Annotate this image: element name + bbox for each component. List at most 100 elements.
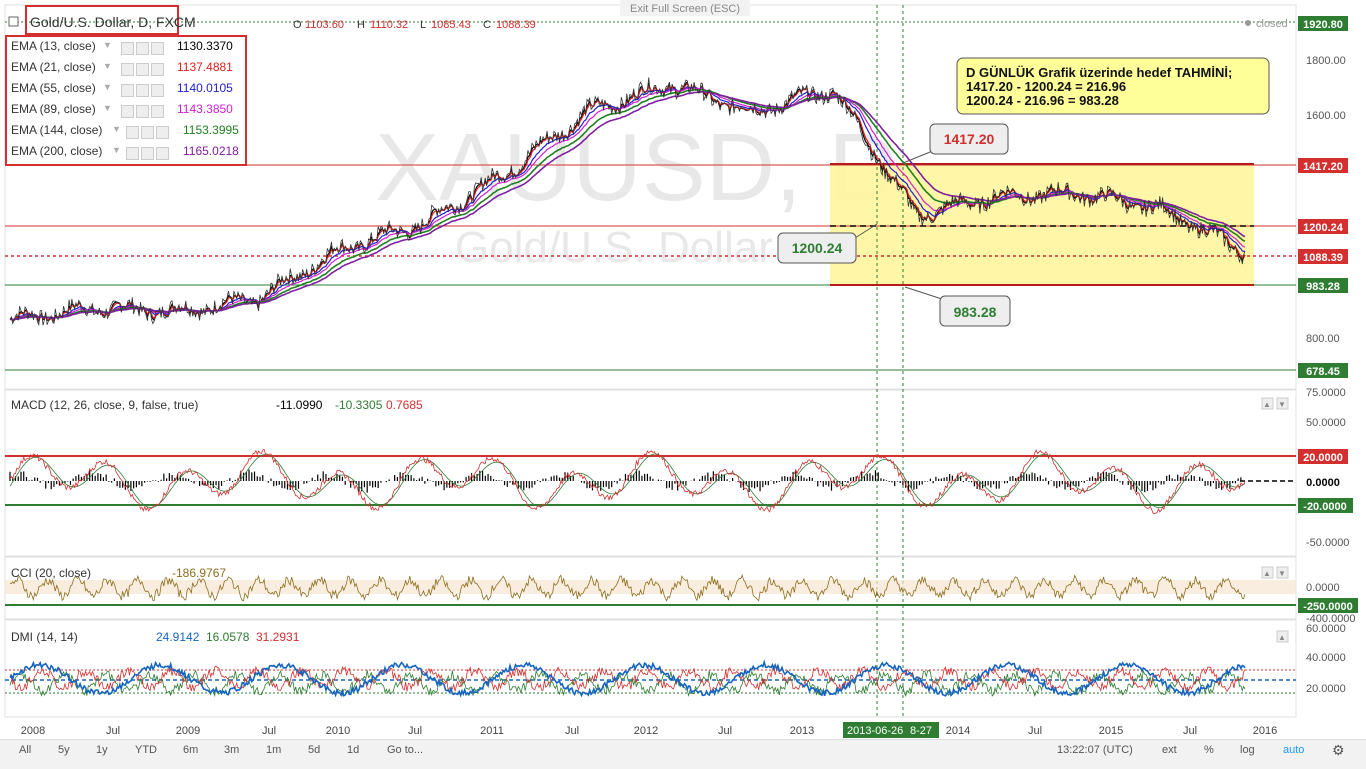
ohlc-l: 1085.43 (431, 19, 471, 31)
bottom-toolbar (0, 739, 1366, 769)
exit-fullscreen-button[interactable] (620, 0, 750, 16)
pane-arrow-down-icon[interactable]: ▼ (1276, 566, 1289, 579)
ema-controls-icon[interactable] (124, 125, 169, 140)
time-axis[interactable]: 2008 Jul 2009 Jul 2010 Jul 2011 Jul 2012 Jul 2013 2… (21, 725, 1277, 737)
price-badge-last: 1088.39 (1298, 249, 1348, 264)
dmi-tick: 20.0000 (1306, 683, 1346, 695)
range-button[interactable]: 1m (266, 744, 282, 756)
svg-text:-250.0000: -250.0000 (1303, 601, 1353, 613)
ema-controls-icon[interactable] (119, 62, 164, 77)
ema-label: EMA (55, close) (11, 81, 96, 95)
chevron-down-icon[interactable]: ▼ (103, 61, 112, 71)
range-button[interactable]: 3m (224, 744, 240, 756)
adx-line (9, 659, 1246, 698)
callout-high: 1417.20 (902, 123, 1009, 164)
callout-high-text: 1417.20 (944, 131, 995, 147)
ema-label: EMA (89, close) (11, 102, 96, 116)
annotation-line-2: 1417.20 - 1200.24 = 216.96 (966, 79, 1126, 94)
price-tick: 1600.00 (1306, 110, 1346, 122)
time-tick: 2008 (21, 725, 45, 737)
ema-legend-row[interactable]: EMA (89, close) ▼ 1143.3850 (11, 102, 243, 120)
range-button[interactable]: All (19, 744, 32, 756)
macd-pane[interactable] (4, 389, 1297, 557)
ema-label: EMA (13, close) (11, 39, 96, 53)
cursor-date-2: 8-27 (910, 725, 932, 737)
pane-arrow-up-icon[interactable]: ▲ (1261, 397, 1274, 410)
cci-series (9, 573, 1246, 602)
time-tick: 2011 (480, 725, 504, 737)
macd-value-1: -11.0990 (276, 398, 323, 412)
cci-tick: -400.0000 (1306, 613, 1356, 625)
pane-arrow-down-icon[interactable]: ▼ (1276, 397, 1289, 410)
macd-label[interactable]: MACD (12, 26, close, 9, false, true) (11, 398, 198, 412)
macd-line (9, 448, 1246, 515)
macd-badge-lower: -20.0000 (1298, 498, 1353, 513)
price-tick: 800.00 (1306, 333, 1340, 345)
chevron-down-icon[interactable]: ▼ (103, 82, 112, 92)
chevron-down-icon[interactable]: ▼ (112, 145, 121, 155)
ema-label: EMA (200, close) (11, 144, 103, 158)
dmi-minus-line (9, 669, 1246, 698)
time-tick: Jul (1028, 725, 1042, 737)
macd-tick: 75.0000 (1306, 387, 1346, 399)
svg-text:20.0000: 20.0000 (1303, 452, 1343, 464)
range-button[interactable]: YTD (135, 744, 157, 756)
time-tick: 2012 (634, 725, 658, 737)
dmi-plus-line (9, 665, 1246, 694)
range-button[interactable]: 5d (308, 744, 321, 756)
auto-toggle[interactable]: auto (1283, 744, 1305, 756)
ema-legend-row[interactable]: EMA (13, close) ▼ 1130.3370 (11, 39, 243, 57)
svg-text:1920.80: 1920.80 (1303, 19, 1343, 31)
cursor-date-badge: 2013-06-26 8-27 (843, 722, 939, 738)
time-tick: 2014 (946, 725, 970, 737)
time-tick: Jul (718, 725, 732, 737)
svg-text:▼: ▼ (1278, 569, 1286, 578)
chevron-down-icon[interactable]: ▼ (103, 40, 112, 50)
dmi-series (9, 659, 1246, 698)
chart-canvas[interactable]: XAUUSD, D Gold/U.S. Dollar 1417.20 1200.… (0, 0, 1366, 740)
range-button[interactable]: 6m (183, 744, 199, 756)
range-button[interactable]: 1y (96, 744, 108, 756)
svg-text:678.45: 678.45 (1306, 366, 1340, 378)
settings-gear-icon[interactable]: ⚙ (1332, 742, 1345, 758)
macd-value-3: 0.7685 (386, 398, 423, 412)
log-toggle[interactable]: log (1240, 744, 1255, 756)
ema-legend-row[interactable]: EMA (21, close) ▼ 1137.4881 (11, 60, 243, 78)
ext-toggle[interactable]: ext (1162, 744, 1177, 756)
ema-legend-row[interactable]: EMA (200, close) ▼ 1165.0218 (11, 144, 243, 162)
callout-target: 983.28 (904, 286, 1011, 327)
symbol-title[interactable]: Gold/U.S. Dollar, D, FXCM (30, 14, 196, 30)
macd-series (9, 448, 1246, 515)
range-button[interactable]: 1d (347, 744, 360, 756)
pane-arrow-up-icon[interactable]: ▲ (1276, 630, 1289, 643)
dmi-value-2: 16.0578 (206, 630, 250, 644)
ema-legend-row[interactable]: EMA (144, close) ▼ 1153.3995 (11, 123, 243, 141)
cci-label[interactable]: CCI (20, close) (11, 566, 91, 580)
ema-controls-icon[interactable] (119, 83, 164, 98)
dmi-value-3: 31.2931 (256, 630, 300, 644)
time-tick: 2009 (176, 725, 200, 737)
pane-arrow-up-icon[interactable]: ▲ (1261, 566, 1274, 579)
ema-legend-row[interactable]: EMA (55, close) ▼ 1140.0105 (11, 81, 243, 99)
dmi-tick: 60.0000 (1306, 623, 1346, 635)
collapse-icon[interactable] (8, 16, 19, 27)
dmi-value-1: 24.9142 (156, 630, 200, 644)
dmi-label[interactable]: DMI (14, 14) (11, 630, 78, 644)
range-button[interactable]: 5y (58, 744, 70, 756)
exit-fullscreen-label[interactable]: Exit Full Screen (ESC) (630, 3, 740, 15)
price-tick: 1800.00 (1306, 55, 1346, 67)
ema-value: 1130.3370 (177, 39, 233, 53)
ohlc-l-label: L (420, 19, 426, 31)
forecast-annotation: D GÜNLÜK Grafik üzerinde hedef TAHMİNİ; … (956, 57, 1270, 115)
chevron-down-icon[interactable]: ▼ (103, 103, 112, 113)
price-badge-min: 678.45 (1298, 363, 1348, 378)
ema-label: EMA (144, close) (11, 123, 103, 137)
percent-toggle[interactable]: % (1204, 744, 1214, 756)
goto-button[interactable]: Go to... (387, 744, 424, 756)
dmi-tick: 40.0000 (1306, 652, 1346, 664)
ema-controls-icon[interactable] (124, 146, 169, 161)
ema-controls-icon[interactable] (119, 104, 164, 119)
chevron-down-icon[interactable]: ▼ (112, 124, 121, 134)
ema-controls-icon[interactable] (119, 41, 164, 56)
time-tick: Jul (565, 725, 579, 737)
